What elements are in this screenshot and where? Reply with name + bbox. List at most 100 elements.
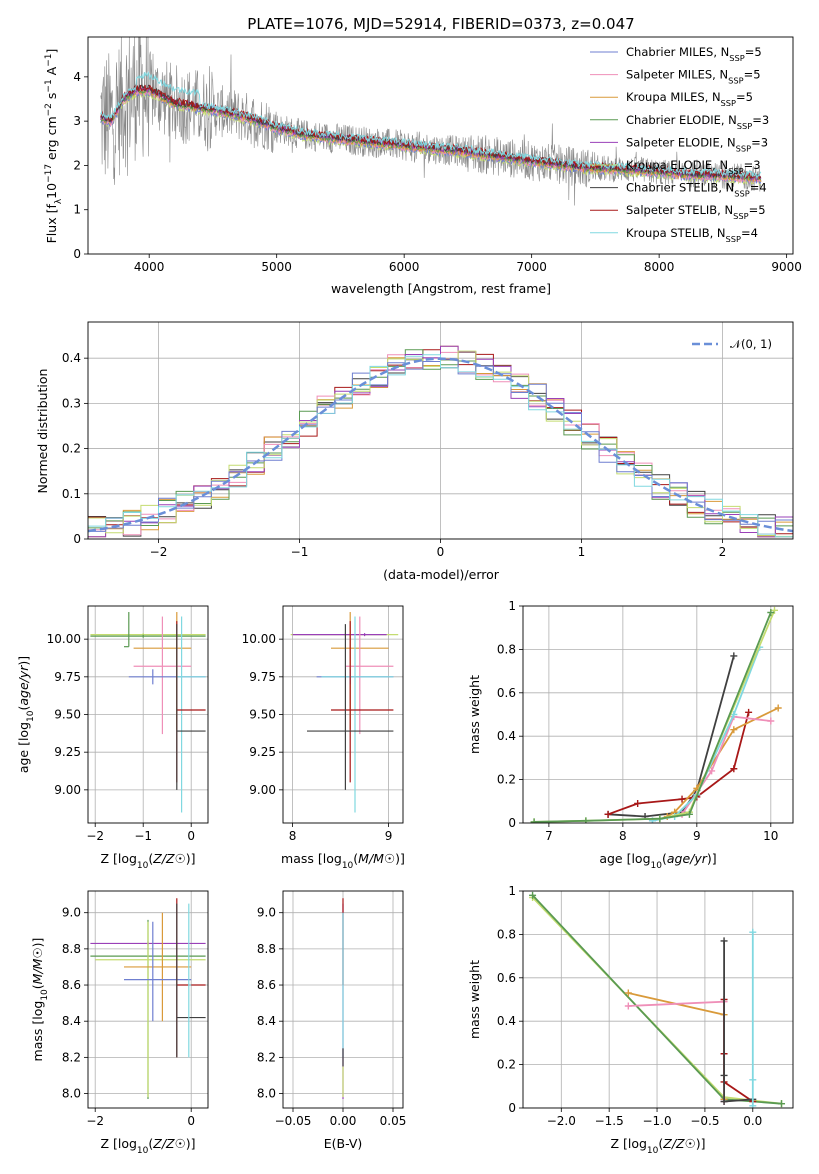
legend-entry: Salpeter ELODIE, NSSP=3 [626,135,768,153]
label-part: age/yr [16,665,31,706]
y-tick-label: 0 [508,816,516,830]
legend-entry: 𝒩(0, 1) [730,337,772,351]
label-part: Chabrier ELODIE, N [626,113,737,127]
label-part: =5 [749,203,766,217]
y-tick-label: 8.0 [62,1087,81,1101]
y-tick-label: 10.00 [47,632,81,646]
y-axis-label: mass weight [467,675,482,754]
plot-area [283,606,403,823]
label-part: ( [30,984,45,989]
y-tick-label: 0.3 [62,396,81,410]
x-tick-label: −0.05 [275,1114,312,1128]
y-tick-label: 9.00 [54,783,81,797]
y-tick-label: 9.25 [54,745,81,759]
axes-frame [282,890,404,1109]
label-part: ( [148,851,153,866]
x-axis-label: Z [log10(Z/Z☉)] [610,1136,705,1156]
label-part: SSP [737,121,752,131]
series-point [730,765,738,773]
y-tick-label: 0.8 [497,927,516,941]
series-point [730,726,738,734]
label-part: ( [662,851,667,866]
label-part: A [44,66,59,79]
label-part: −1 [44,79,54,92]
x-axis-label: age [log10(age/yr)] [599,851,716,871]
label-part: Z [log [100,851,136,866]
x-tick-label: 0 [187,1114,195,1128]
y-tick-label: 0.4 [62,351,81,365]
legend-entry: Salpeter STELIB, NSSP=5 [626,203,766,221]
label-part: ( [658,1136,663,1151]
y-tick-label: 4 [73,70,81,84]
label-part: 10 [647,1146,659,1156]
label-part: Salpeter MILES, N [626,68,728,82]
series-point [767,717,775,725]
label-part: wavelength [Angstrom, rest frame] [331,281,551,296]
x-tick-label: 0.0 [743,1114,762,1128]
label-part: 10 [137,1146,149,1156]
axes-frame [87,605,209,824]
x-tick-label: 9000 [771,260,802,274]
label-part: −1 [44,54,54,67]
x-tick-label: 1 [578,545,586,559]
axes-frame [522,890,794,1109]
label-part: 10 [342,861,354,871]
label-part: Z [log [610,1136,646,1151]
legend-entry: Kroupa ELODIE, NSSP=3 [626,158,761,176]
plot-area [100,37,762,206]
x-tick-label: −1 [291,545,309,559]
y-tick-label: 9.50 [54,708,81,722]
y-tick-label: 9.75 [249,670,276,684]
series-point [771,606,779,614]
axes-weight-vs-age: 7 8 9 10 0 0.2 0.4 0.6 0.8 1 [497,599,794,843]
axes-weight-vs-Z: −2.0 −1.5 −1.0 −0.5 0.0 0 0.2 0.4 0.6 0.8 1 [497,884,794,1128]
label-part: Kroupa MILES, N [626,90,721,104]
label-part: Chabrier STELIB, N [626,181,734,195]
axes-mass-vs-EBV: −0.05 0.00 0.05 8.0 8.2 8.4 8.6 8.8 9.0 [257,890,406,1128]
x-tick-label: 8000 [644,260,675,274]
x-tick-label: −1 [134,829,152,843]
label-part: =5 [744,68,761,82]
label-part: SSP [734,189,749,199]
y-tick-label: 8.6 [62,978,81,992]
label-part: )] [186,851,196,866]
series-point [745,708,753,716]
label-part: s [44,93,59,104]
plot-area [523,606,793,823]
legend-entry: Chabrier ELODIE, NSSP=3 [626,113,769,131]
label-part: =3 [752,113,769,127]
y-tick-label: 9.0 [257,906,276,920]
label-part: ] [44,49,59,54]
label-part: Z/Z☉ [152,1136,186,1151]
series-point [624,1002,632,1010]
label-part: Kroupa STELIB, N [626,226,726,240]
series-point [749,928,757,936]
axes-age-vs-Z: −2 −1 0 9.00 9.25 9.50 9.75 10.00 [47,605,209,843]
label-part: =3 [744,158,761,172]
y-tick-label: 2 [73,158,81,172]
y-axis-label: Normed distribution [35,369,50,494]
plot-area [88,606,208,823]
label-part: =4 [741,226,758,240]
x-tick-label: −0.5 [690,1114,719,1128]
label-part: age [log [599,851,650,866]
y-tick-label: 0.6 [497,971,516,985]
series-point [582,817,590,823]
y-tick-label: 1 [508,599,516,613]
series-point [529,891,537,899]
y-axis-label: mass weight [467,960,482,1039]
series-line [628,1000,725,1102]
label-part: age/yr [667,851,708,866]
label-part: =4 [750,181,767,195]
y-tick-label: 9.25 [249,745,276,759]
label-part: Salpeter ELODIE, N [626,135,736,149]
y-tick-label: 1 [73,203,81,217]
x-axis-label: mass [log10(M/M☉)] [281,851,405,871]
axes-frame [87,321,794,540]
series-point [767,609,775,617]
y-tick-label: 9.0 [62,906,81,920]
label-part: )] [30,938,45,948]
x-tick-label: 5000 [261,260,292,274]
legend-entry: Kroupa MILES, NSSP=5 [626,90,753,108]
label-part: ( [16,706,31,711]
